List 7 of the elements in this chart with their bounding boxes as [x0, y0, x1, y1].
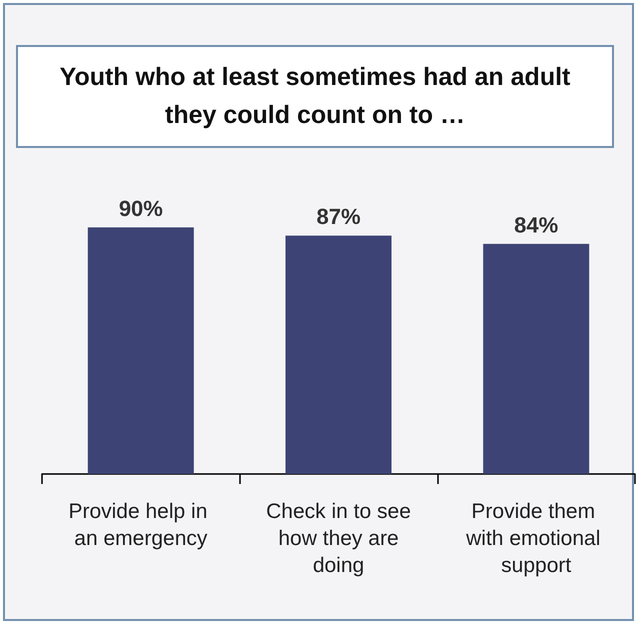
data-label: 84% — [514, 212, 558, 238]
data-label: 90% — [118, 196, 163, 221]
data-label: 87% — [316, 204, 361, 230]
x-tick-label: Provide help in an emergency — [68, 500, 214, 550]
chart-title: Youth who at least sometimes had an adult they could count on to … — [16, 45, 614, 148]
x-tick-label: Check in to see how they are doing — [266, 500, 411, 577]
x-tick-label: Provide them with emotional support — [465, 500, 606, 577]
